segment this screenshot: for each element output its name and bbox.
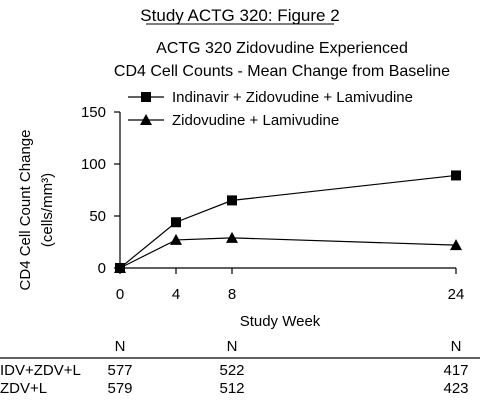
x-axis-label: Study Week: [240, 313, 321, 330]
legend-label-2: Zidovudine + Lamivudine: [172, 112, 339, 129]
n-row-label: ZDV+L: [0, 380, 47, 397]
legend-label-1: Indinavir + Zidovudine + Lamivudine: [172, 89, 413, 106]
y-axis-label: CD4 Cell Count Change: [17, 130, 34, 291]
chart-title: ACTG 320 Zidovudine Experienced: [156, 40, 408, 57]
y-axis-units: (cells/mm³): [39, 173, 56, 247]
legend: Indinavir + Zidovudine + Lamivudine Zido…: [128, 89, 413, 129]
x-tick-label: 24: [448, 286, 465, 303]
data-point-square: [227, 195, 237, 206]
data-point-triangle: [450, 239, 462, 251]
y-tick-label: 0: [98, 260, 106, 277]
x-tick-label: 0: [116, 286, 124, 303]
n-table: N N N IDV+ZDV+L 577 522 417 ZDV+L 579 51…: [0, 338, 480, 397]
series-lines: [119, 174, 457, 269]
n-cell: 579: [107, 380, 132, 397]
n-cell: 512: [219, 380, 244, 397]
legend-triangle-marker: [140, 114, 152, 125]
y-tick-label: 100: [81, 156, 106, 173]
x-tick-label: 4: [172, 286, 180, 303]
data-point-triangle: [114, 262, 126, 273]
n-cell: 417: [443, 362, 468, 379]
n-header: N: [227, 338, 238, 355]
n-header: N: [115, 338, 126, 355]
data-point-square: [451, 170, 461, 181]
n-cell: 577: [107, 362, 132, 379]
figure-header: Study ACTG 320: Figure 2: [140, 6, 339, 25]
series-line-2: [119, 237, 457, 269]
x-tick-label: 8: [228, 286, 236, 303]
n-header: N: [451, 338, 462, 355]
y-tick-label: 50: [89, 208, 106, 225]
data-point-triangle: [170, 233, 182, 245]
data-point-triangle: [226, 231, 238, 243]
y-tick-label: 150: [81, 104, 106, 121]
axes: 0 50 100 150 0 4 8 24: [81, 104, 464, 303]
data-point-square: [171, 217, 181, 228]
n-cell: 522: [219, 362, 244, 379]
series-line-1: [119, 174, 457, 269]
series-markers: [114, 170, 462, 273]
legend-square-marker: [141, 92, 151, 102]
n-cell: 423: [443, 380, 468, 397]
chart-subtitle: CD4 Cell Counts - Mean Change from Basel…: [114, 63, 450, 80]
n-row-label: IDV+ZDV+L: [0, 362, 81, 379]
